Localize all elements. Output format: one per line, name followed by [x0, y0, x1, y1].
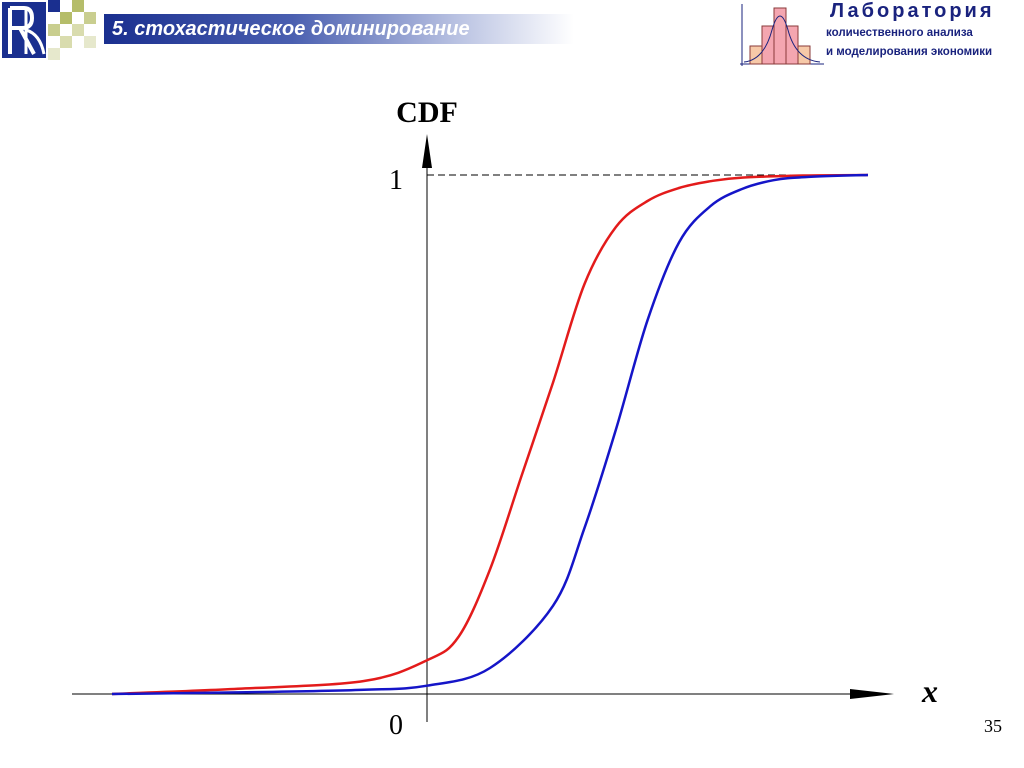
university-logo [2, 2, 46, 58]
lab-histogram-icon [740, 4, 824, 66]
y-axis-arrowhead [422, 134, 432, 168]
y-tick-label-1: 1 [389, 165, 403, 196]
series-line-0 [111, 173, 869, 696]
lab-name: Лаборатория [830, 0, 995, 22]
lab-subtitle-line1: количественного анализа [826, 27, 973, 39]
series-layer [111, 173, 869, 696]
y-axis-label: CDF [396, 96, 458, 129]
series-line-1 [111, 173, 869, 696]
x-axis-label: x [921, 673, 938, 709]
x-axis-arrowhead [850, 689, 894, 699]
y-tick-label-0: 0 [389, 710, 403, 741]
lab-subtitle-line2: и моделирования экономики [826, 46, 993, 58]
slide-number: 35 [984, 716, 1002, 736]
title-bar [104, 14, 574, 44]
checker-decoration [48, 0, 96, 60]
slide-title: 5. стохастическое доминирование [112, 18, 470, 40]
